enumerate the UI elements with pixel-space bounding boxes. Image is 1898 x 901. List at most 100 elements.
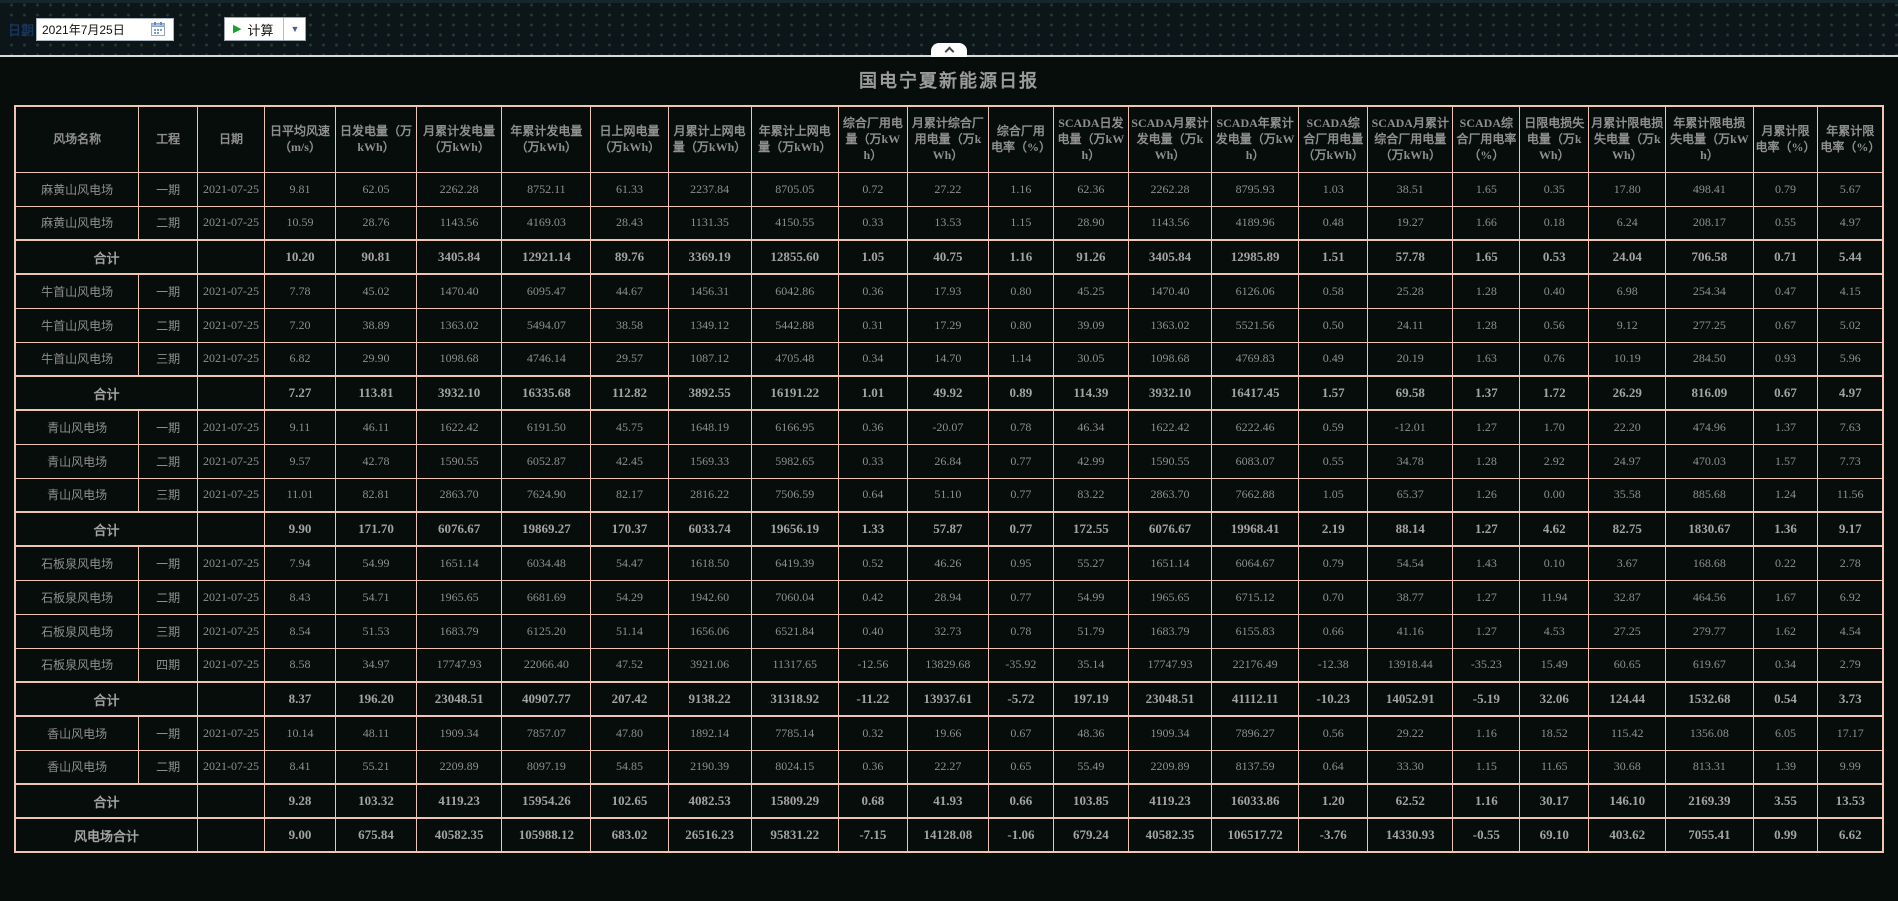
value-cell: 17.17	[1817, 715, 1884, 751]
value-cell: 26.84	[906, 443, 989, 479]
value-cell: 0.40	[837, 613, 908, 649]
value-cell: 51.79	[1052, 613, 1129, 649]
value-cell: 0.68	[837, 783, 908, 819]
subtotal-row: 合计 9.90 171.70 6076.67 19869.27 170.37 6033.74…	[14, 511, 1884, 547]
column-header: 日限电损失电量（万kWh）	[1519, 105, 1590, 173]
value-cell: 207.42	[590, 681, 669, 717]
value-cell: 1.43	[1452, 545, 1521, 581]
value-cell: 6.98	[1588, 273, 1667, 309]
value-cell: 14052.91	[1367, 681, 1454, 717]
value-cell: 12985.89	[1211, 239, 1300, 275]
value-cell: 51.14	[590, 613, 669, 649]
value-cell: 6.92	[1817, 579, 1884, 615]
value-cell: 1.20	[1298, 783, 1369, 819]
date-cell: 2021-07-25	[197, 443, 265, 479]
value-cell: 102.65	[590, 783, 669, 819]
value-cell: 10.59	[263, 205, 336, 241]
value-cell: 2.19	[1298, 511, 1369, 547]
value-cell: 38.77	[1367, 579, 1454, 615]
value-cell: 2169.39	[1665, 783, 1754, 819]
column-header: 风场名称	[14, 105, 140, 173]
value-cell: 1.28	[1452, 273, 1521, 309]
date-picker[interactable]	[36, 17, 174, 41]
value-cell: 42.99	[1052, 443, 1129, 479]
value-cell: 1.16	[1452, 783, 1521, 819]
date-cell: 2021-07-25	[197, 749, 265, 785]
value-cell: 2863.70	[416, 477, 503, 513]
value-cell: 2.78	[1817, 545, 1884, 581]
value-cell: 1143.56	[416, 205, 503, 241]
value-cell: 1363.02	[1127, 307, 1213, 343]
date-label: 日期	[8, 22, 35, 38]
value-cell: 9138.22	[667, 681, 752, 717]
value-cell: 14128.08	[906, 817, 989, 853]
value-cell: 55.21	[334, 749, 418, 785]
value-cell: 279.77	[1665, 613, 1754, 649]
collapse-panel-tab[interactable]	[931, 43, 967, 57]
phase-cell: 一期	[138, 545, 199, 581]
value-cell: 8.58	[263, 647, 336, 683]
date-input[interactable]	[37, 19, 149, 39]
column-header: 日期	[197, 105, 265, 173]
column-header: 日发电量（万kWh）	[334, 105, 418, 173]
date-cell	[197, 681, 265, 717]
calculate-dropdown-button[interactable]: ▼	[283, 18, 306, 40]
value-cell: 23048.51	[1127, 681, 1213, 717]
farm-name-cell: 石板泉风电场	[14, 647, 140, 683]
value-cell: 0.99	[1752, 817, 1819, 853]
value-cell: 10.14	[263, 715, 336, 751]
column-header: 年累计限电损失电量（万kWh）	[1665, 105, 1754, 173]
value-cell: 1.01	[837, 375, 908, 411]
calculate-button[interactable]: ▶ 计算	[225, 18, 284, 40]
value-cell: 5982.65	[750, 443, 839, 479]
value-cell: 12855.60	[750, 239, 839, 275]
value-cell: 1.15	[1452, 749, 1521, 785]
value-cell: 1909.34	[1127, 715, 1213, 751]
value-cell: 1.16	[987, 171, 1054, 207]
value-cell: 0.32	[837, 715, 908, 751]
value-cell: 106517.72	[1211, 817, 1300, 853]
column-header: 年累计上网电量（万kWh）	[750, 105, 839, 173]
value-cell: -3.76	[1298, 817, 1369, 853]
value-cell: 1656.06	[667, 613, 752, 649]
value-cell: 9.00	[263, 817, 336, 853]
value-cell: 19869.27	[501, 511, 592, 547]
value-cell: 0.22	[1752, 545, 1819, 581]
value-cell: 29.90	[334, 341, 418, 377]
value-cell: 0.79	[1752, 171, 1819, 207]
date-cell	[197, 817, 265, 853]
table-header: 风场名称 工程 日期 日平均风速（m/s） 日发电量（万kWh） 月累计发电量（万kWh）…	[14, 105, 1884, 173]
value-cell: 0.70	[1298, 579, 1369, 615]
value-cell: 9.17	[1817, 511, 1884, 547]
value-cell: 0.47	[1752, 273, 1819, 309]
value-cell: 19656.19	[750, 511, 839, 547]
value-cell: 32.06	[1519, 681, 1590, 717]
value-cell: 464.56	[1665, 579, 1754, 615]
value-cell: 22066.40	[501, 647, 592, 683]
value-cell: 208.17	[1665, 205, 1754, 241]
date-cell: 2021-07-25	[197, 409, 265, 445]
value-cell: 7.78	[263, 273, 336, 309]
value-cell: 25.28	[1367, 273, 1454, 309]
value-cell: 1363.02	[416, 307, 503, 343]
value-cell: 46.11	[334, 409, 418, 445]
value-cell: 11317.65	[750, 647, 839, 683]
value-cell: 17747.93	[1127, 647, 1213, 683]
value-cell: 4169.03	[501, 205, 592, 241]
value-cell: 1909.34	[416, 715, 503, 751]
value-cell: 0.67	[1752, 307, 1819, 343]
value-cell: 1.72	[1519, 375, 1590, 411]
value-cell: 4705.48	[750, 341, 839, 377]
table-row: 香山风电场 二期 2021-07-25 8.41 55.21 2209.89 8097.19…	[14, 749, 1884, 785]
date-cell: 2021-07-25	[197, 579, 265, 615]
value-cell: 54.85	[590, 749, 669, 785]
calendar-icon[interactable]	[149, 22, 167, 36]
value-cell: 470.03	[1665, 443, 1754, 479]
value-cell: 1456.31	[667, 273, 752, 309]
value-cell: 51.53	[334, 613, 418, 649]
value-cell: 30.68	[1588, 749, 1667, 785]
value-cell: 5442.88	[750, 307, 839, 343]
table-row: 牛首山风电场 三期 2021-07-25 6.82 29.90 1098.68 4746.1…	[14, 341, 1884, 377]
value-cell: 0.80	[987, 307, 1054, 343]
value-cell: 146.10	[1588, 783, 1667, 819]
